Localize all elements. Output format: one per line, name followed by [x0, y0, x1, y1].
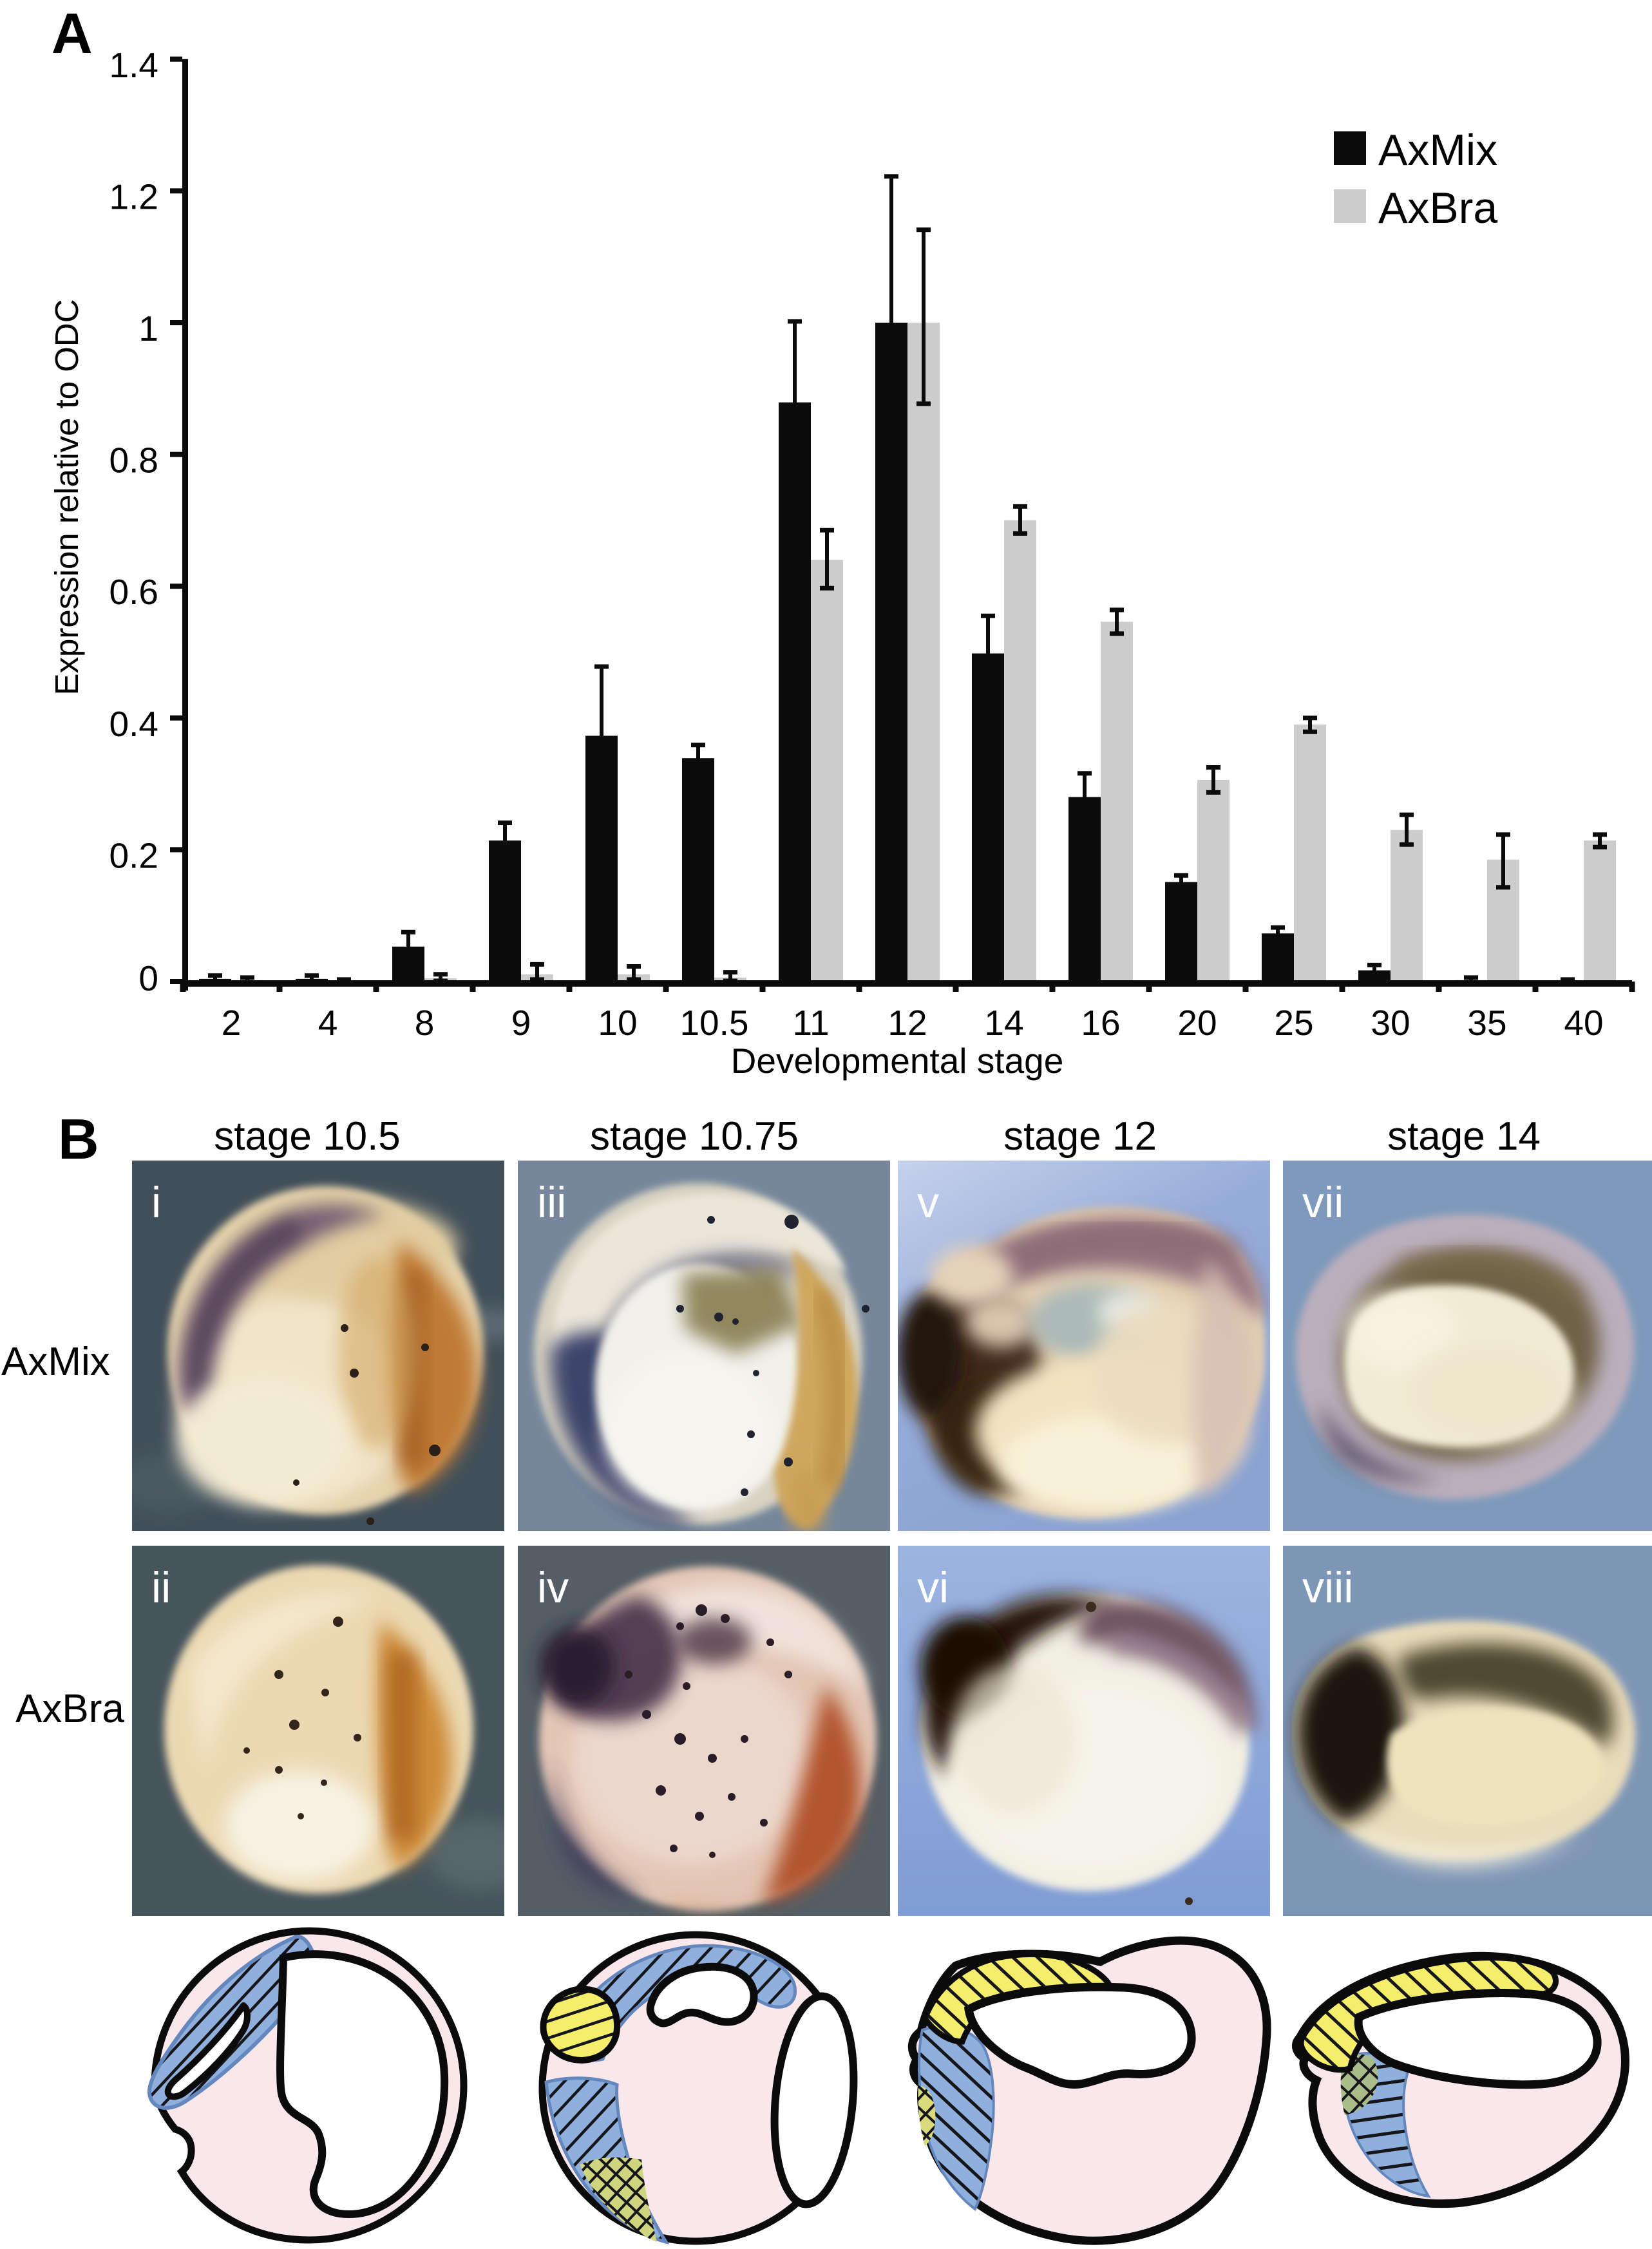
svg-text:i: i — [151, 1178, 161, 1227]
svg-text:0.2: 0.2 — [109, 835, 158, 875]
svg-text:vi: vi — [917, 1563, 949, 1612]
svg-text:0: 0 — [138, 958, 158, 998]
svg-text:Expression relative to ODC: Expression relative to ODC — [48, 299, 85, 695]
svg-text:ii: ii — [151, 1563, 171, 1612]
svg-text:16: 16 — [1081, 1003, 1120, 1043]
svg-text:9: 9 — [511, 1003, 531, 1043]
svg-text:AxMix: AxMix — [1378, 126, 1497, 175]
svg-text:10: 10 — [598, 1003, 637, 1043]
svg-text:4: 4 — [318, 1003, 338, 1043]
svg-text:8: 8 — [415, 1003, 435, 1043]
svg-text:0.6: 0.6 — [109, 572, 158, 612]
svg-text:vii: vii — [1302, 1178, 1343, 1227]
svg-text:1.2: 1.2 — [109, 176, 158, 216]
svg-text:1: 1 — [138, 308, 158, 348]
svg-text:35: 35 — [1467, 1003, 1506, 1043]
svg-text:viii: viii — [1302, 1563, 1353, 1612]
svg-text:20: 20 — [1177, 1003, 1217, 1043]
svg-text:Developmental stage: Developmental stage — [731, 1041, 1064, 1081]
svg-text:25: 25 — [1274, 1003, 1313, 1043]
svg-text:1.4: 1.4 — [109, 45, 158, 85]
svg-text:10.5: 10.5 — [679, 1003, 748, 1043]
svg-text:v: v — [917, 1178, 939, 1227]
svg-text:40: 40 — [1564, 1003, 1603, 1043]
svg-text:iv: iv — [537, 1563, 569, 1612]
svg-text:14: 14 — [984, 1003, 1023, 1043]
svg-text:11: 11 — [792, 1003, 829, 1043]
svg-text:0.4: 0.4 — [109, 704, 158, 744]
svg-text:iii: iii — [537, 1178, 566, 1227]
svg-text:2: 2 — [222, 1003, 242, 1043]
svg-text:0.8: 0.8 — [109, 441, 158, 480]
svg-text:AxBra: AxBra — [1378, 184, 1497, 232]
svg-text:12: 12 — [888, 1003, 927, 1043]
svg-text:30: 30 — [1371, 1003, 1410, 1043]
svg-text:A: A — [52, 1, 93, 65]
